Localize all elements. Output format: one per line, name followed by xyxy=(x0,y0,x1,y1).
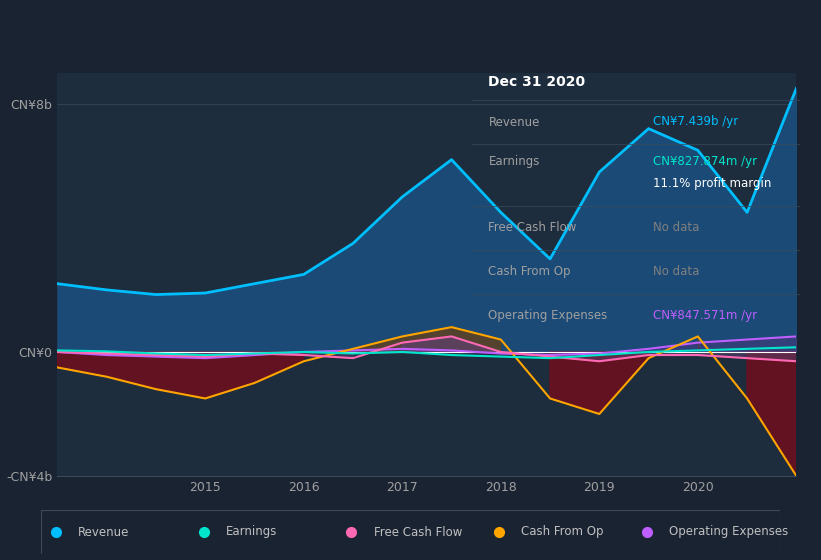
Text: Dec 31 2020: Dec 31 2020 xyxy=(488,76,585,90)
Text: Earnings: Earnings xyxy=(226,525,277,539)
Text: No data: No data xyxy=(653,265,699,278)
Text: CN¥827.874m /yr: CN¥827.874m /yr xyxy=(653,155,757,168)
Text: CN¥847.571m /yr: CN¥847.571m /yr xyxy=(653,309,757,322)
Text: Revenue: Revenue xyxy=(488,115,540,128)
Text: Operating Expenses: Operating Expenses xyxy=(669,525,788,539)
Text: Free Cash Flow: Free Cash Flow xyxy=(374,525,462,539)
Text: Cash From Op: Cash From Op xyxy=(488,265,571,278)
Text: Revenue: Revenue xyxy=(78,525,130,539)
Text: Operating Expenses: Operating Expenses xyxy=(488,309,608,322)
Text: CN¥7.439b /yr: CN¥7.439b /yr xyxy=(653,115,738,128)
Text: Earnings: Earnings xyxy=(488,155,540,168)
Text: 11.1% profit margin: 11.1% profit margin xyxy=(653,177,771,190)
Text: Cash From Op: Cash From Op xyxy=(521,525,603,539)
Text: Free Cash Flow: Free Cash Flow xyxy=(488,221,577,234)
Text: No data: No data xyxy=(653,221,699,234)
